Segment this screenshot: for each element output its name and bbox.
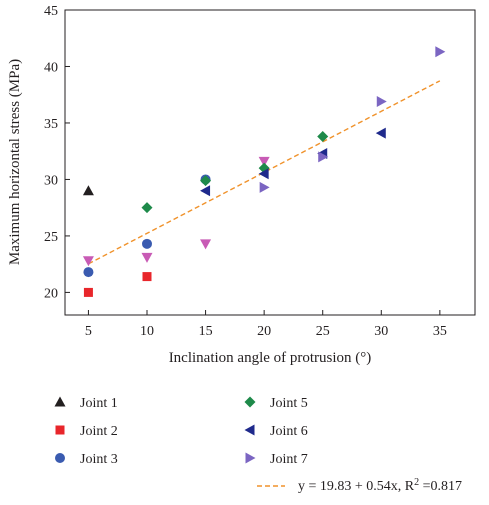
legend-marker-joint-6: [244, 424, 255, 436]
legend-label-joint-6: Joint 6: [270, 424, 308, 439]
data-point-joint-1: [82, 185, 94, 196]
data-points: [82, 46, 446, 297]
x-tick-label: 25: [316, 324, 330, 339]
y-axis: 20 25 30 35 40 45: [44, 4, 70, 301]
data-point-joint-5: [317, 131, 329, 143]
data-point-joint-4: [82, 256, 94, 267]
data-point-joint-7: [376, 96, 387, 107]
legend-marker-joint-5: [244, 396, 256, 408]
data-point-joint-2: [142, 272, 152, 282]
x-tick-label: 5: [85, 324, 92, 339]
x-tick-label: 35: [433, 324, 447, 339]
legend-label-joint-3: Joint 3: [80, 452, 118, 467]
legend-label-fit: y = 19.83 + 0.54x, R2 =0.817: [298, 477, 462, 495]
data-point-joint-4: [258, 156, 270, 167]
legend-marker-joint-3: [55, 453, 65, 463]
x-tick-label: 10: [140, 324, 154, 339]
legend-label-joint-7: Joint 7: [270, 452, 308, 467]
fit-line-layer: [88, 80, 441, 265]
data-point-joint-4: [141, 252, 153, 263]
x-tick-label: 30: [374, 324, 388, 339]
data-point-joint-7: [259, 181, 270, 193]
legend-label-joint-2: Joint 2: [80, 424, 118, 439]
legend-label-joint-1: Joint 1: [80, 396, 118, 411]
plot-frame: [64, 9, 476, 316]
data-point-joint-3: [142, 238, 152, 249]
data-point-joint-6: [375, 127, 386, 139]
legend: Joint 1 Joint 2 Joint 3 Joint 4 Joint 5 Joint…: [54, 0, 462, 495]
data-point-joint-6: [200, 185, 211, 197]
legend-label-joint-5: Joint 5: [270, 396, 308, 411]
data-point-joint-4: [200, 239, 212, 250]
legend-label-joint-4: Joint 4: [80, 0, 118, 4]
y-tick-label: 40: [44, 60, 58, 75]
x-tick-label: 20: [257, 324, 271, 339]
legend-marker-joint-2: [55, 425, 65, 435]
data-point-joint-5: [200, 175, 212, 187]
x-tick-label: 15: [199, 324, 213, 339]
x-axis-title: Inclination angle of protrusion (°): [169, 350, 372, 366]
y-tick-label: 30: [44, 173, 58, 188]
data-point-joint-7: [435, 46, 446, 58]
data-point-joint-7: [318, 151, 329, 163]
y-tick-label: 35: [44, 117, 58, 132]
fit-line: [88, 80, 441, 265]
y-tick-label: 25: [44, 230, 58, 245]
legend-marker-joint-7: [245, 452, 256, 464]
y-axis-title: Maximum horizontal stress (MPa): [7, 59, 23, 265]
data-point-joint-6: [258, 168, 269, 180]
legend-marker-joint-1: [54, 396, 66, 407]
y-tick-label: 20: [44, 286, 58, 301]
data-point-joint-2: [83, 287, 93, 297]
data-point-joint-3: [83, 267, 94, 278]
data-point-joint-5: [141, 202, 153, 214]
x-axis: 5 10 15 20 25 30 35: [85, 310, 447, 339]
y-tick-label: 45: [44, 4, 58, 19]
